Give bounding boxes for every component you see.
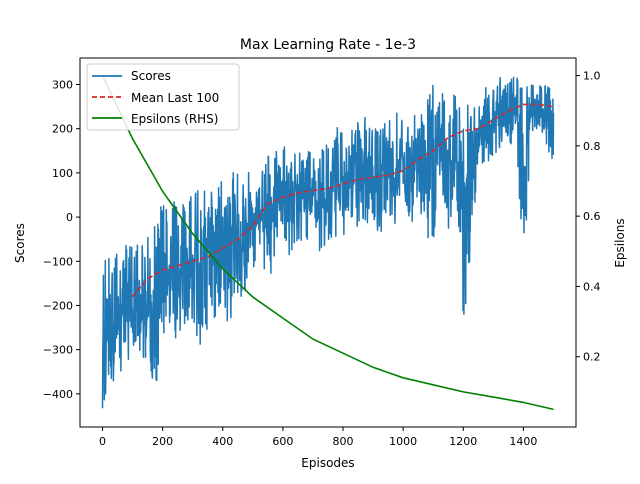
- y-tick-label: 100: [52, 167, 73, 180]
- x-tick-label: 200: [152, 435, 173, 448]
- x-axis-label: Episodes: [301, 456, 354, 470]
- x-tick-label: 0: [99, 435, 106, 448]
- x-tick-label: 1000: [389, 435, 417, 448]
- y-tick-label: −200: [43, 299, 73, 312]
- x-tick-label: 1400: [509, 435, 537, 448]
- y-tick-label: −300: [43, 344, 73, 357]
- y-tick-label: 0: [66, 211, 73, 224]
- legend-box: [86, 63, 240, 131]
- y-right-tick-label: 0.8: [583, 140, 601, 153]
- chart-title: Max Learning Rate - 1e-3: [240, 37, 416, 53]
- legend-label-scores: Scores: [131, 69, 171, 83]
- x-tick-label: 1200: [449, 435, 477, 448]
- scores-line: [101, 76, 555, 409]
- y-right-axis-label: Epsilons: [613, 218, 627, 267]
- y-tick-label: −400: [43, 388, 73, 401]
- y-right-tick-label: 0.4: [583, 280, 601, 293]
- y-right-tick-label: 0.6: [583, 210, 601, 223]
- x-tick-label: 600: [272, 435, 293, 448]
- epsilon-line: [101, 75, 554, 411]
- legend-label-epsilon: Epsilons (RHS): [131, 112, 218, 126]
- y-tick-label: 200: [52, 123, 73, 136]
- x-tick-label: 800: [333, 435, 354, 448]
- y-right-tick-label: 0.2: [583, 351, 601, 364]
- x-tick-label: 400: [212, 435, 233, 448]
- y-axis-label: Scores: [13, 223, 27, 263]
- legend: Scores Mean Last 100 Epsilons (RHS): [86, 63, 240, 131]
- y-right-tick-label: 1.0: [583, 70, 601, 83]
- y-tick-label: −100: [43, 255, 73, 268]
- legend-label-mean: Mean Last 100: [131, 91, 219, 105]
- y-tick-label: 300: [52, 79, 73, 92]
- plot-frame: [79, 57, 577, 428]
- mean-last-100-line: [131, 103, 554, 298]
